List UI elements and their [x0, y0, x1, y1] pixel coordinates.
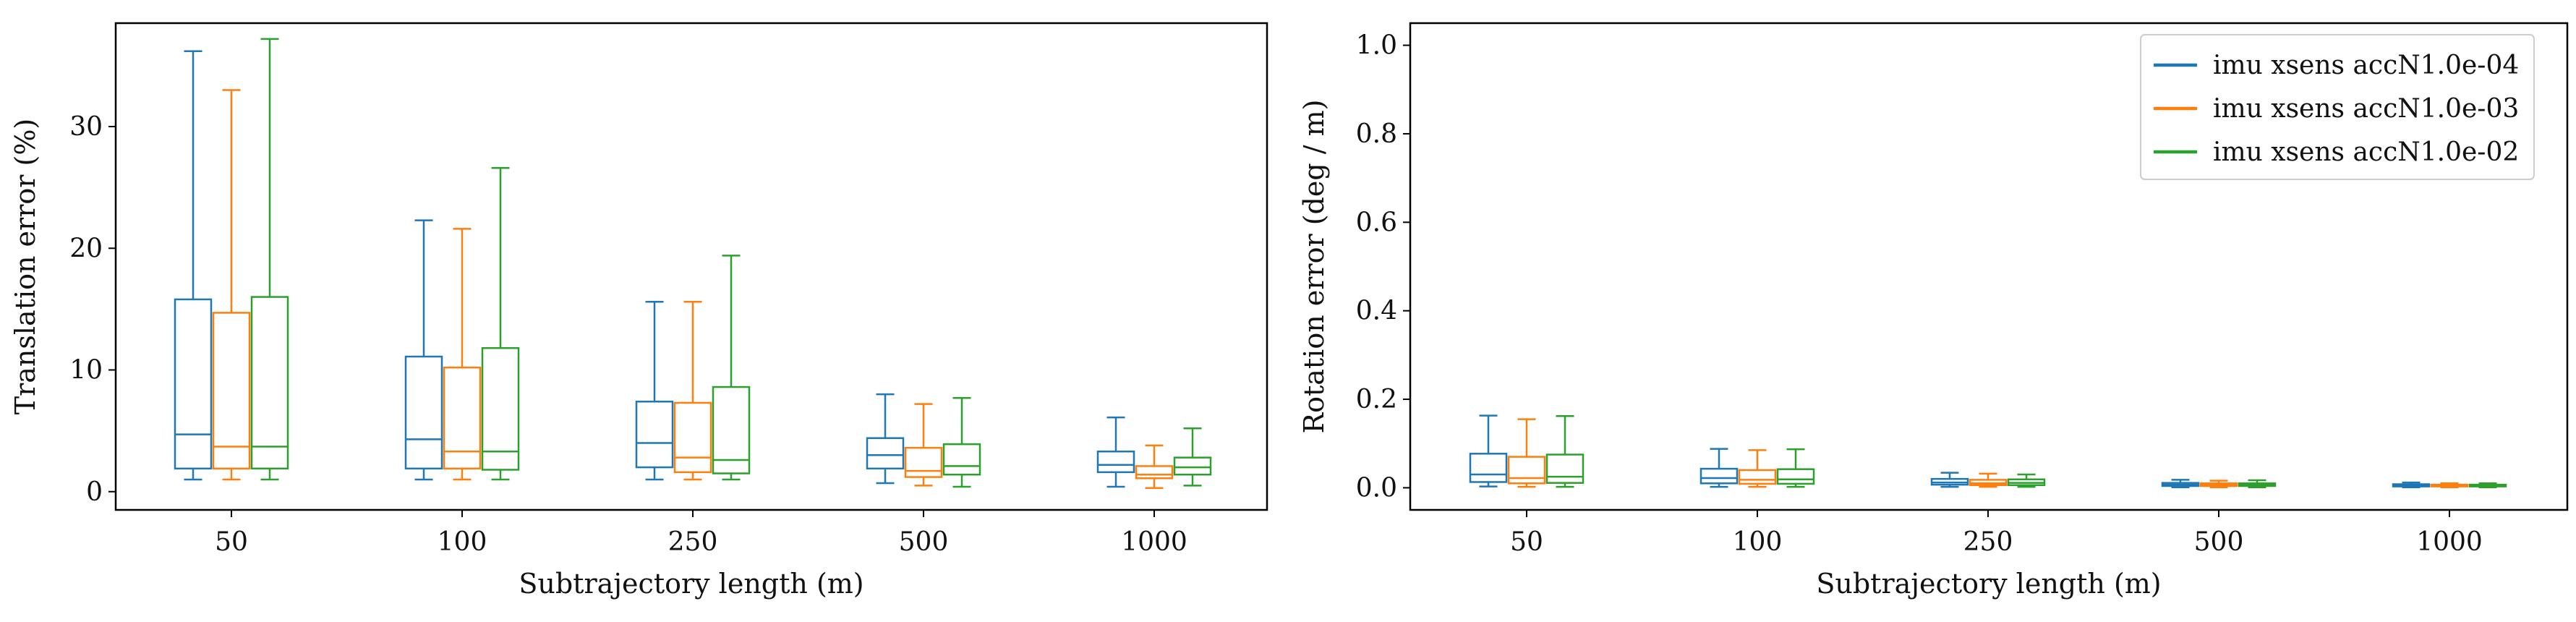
box-2-100: [443, 228, 482, 481]
box-2-250: [1969, 472, 2008, 488]
box-iqr: [404, 355, 443, 470]
box-3-50: [1545, 415, 1585, 488]
box-iqr: [250, 296, 289, 470]
y-tick-label: 0.8: [1356, 119, 1397, 149]
box-3-100: [481, 166, 520, 481]
box-2-250: [673, 301, 712, 481]
x-tick-label: 50: [1510, 527, 1543, 557]
box-iqr: [673, 401, 712, 474]
box-3-500: [942, 396, 981, 488]
x-tick-label: 500: [899, 527, 949, 557]
y-tick-label: 20: [69, 234, 103, 263]
box-1-250: [1930, 472, 1969, 488]
box-iqr: [1096, 450, 1135, 474]
box-iqr: [1135, 465, 1174, 480]
x-axis-label: Subtrajectory length (m): [1816, 568, 2161, 600]
x-tick-label: 100: [438, 527, 487, 557]
y-axis-label: Translation error (%): [9, 119, 41, 415]
box-3-500: [2238, 479, 2277, 489]
box-iqr: [1738, 469, 1777, 485]
box-1-50: [1469, 414, 1508, 487]
y-tick-label: 0.2: [1356, 385, 1397, 414]
y-axis-label: Rotation error (deg / m): [1298, 100, 1330, 434]
box-1-100: [404, 219, 443, 481]
box-3-1000: [1173, 427, 1212, 487]
box-3-50: [250, 38, 289, 481]
box-iqr: [866, 437, 905, 470]
x-tick-label: 1000: [2416, 527, 2483, 557]
legend-entry-3: imu xsens accN1.0e-02: [2213, 137, 2519, 167]
box-2-500: [904, 403, 943, 487]
chart-2: 0.0 0.2 0.4 0.6 0.8 1.0 50 100 250 500 1000 Subtraj…: [1298, 22, 2569, 600]
box-3-100: [1776, 448, 1815, 488]
box-3-250: [2007, 473, 2046, 488]
box-3-1000: [2468, 482, 2507, 489]
box-iqr: [712, 385, 751, 474]
box-iqr: [635, 401, 674, 469]
x-axis-label: Subtrajectory length (m): [519, 568, 863, 600]
box-iqr: [904, 446, 943, 478]
y-tick-label: 0.6: [1356, 208, 1397, 237]
y-tick-label: 10: [69, 356, 103, 385]
box-2-100: [1738, 449, 1777, 488]
legend-entry-1: imu xsens accN1.0e-04: [2213, 51, 2519, 80]
x-tick-label: 50: [215, 527, 248, 557]
box-iqr: [212, 312, 251, 470]
box-iqr: [443, 366, 482, 470]
box-iqr: [1699, 467, 1739, 485]
legend: imu xsens accN1.0e-04 imu xsens accN1.0e-…: [2140, 34, 2535, 180]
y-tick-label: 0.4: [1356, 297, 1397, 326]
box-iqr: [1173, 456, 1212, 476]
x-tick-label: 500: [2194, 527, 2244, 557]
x-tick-label: 100: [1733, 527, 1783, 557]
y-tick-label: 30: [69, 112, 103, 142]
box-1-100: [1699, 448, 1739, 488]
box-iqr: [481, 346, 520, 471]
chart-1: 0 10 20 30 50 100 250 500 1000 Subtrajectory leng…: [9, 22, 1268, 600]
x-tick-label: 250: [668, 527, 718, 557]
y-tick-label: 1.0: [1356, 31, 1397, 61]
box-iqr: [1776, 468, 1815, 485]
box-1-500: [2161, 479, 2200, 489]
box-1-1000: [2392, 481, 2431, 489]
box-2-1000: [2430, 482, 2469, 489]
box-iqr: [1507, 456, 1546, 485]
y-tick-label: 0.0: [1356, 473, 1397, 503]
box-2-50: [1507, 418, 1546, 488]
y-tick-label: 0: [86, 477, 103, 507]
legend-frame: [2140, 34, 2535, 180]
box-2-500: [2199, 480, 2238, 489]
box-iqr: [942, 443, 981, 476]
box-1-50: [174, 50, 213, 481]
box-3-250: [712, 255, 751, 481]
x-tick-label: 250: [1963, 527, 2013, 557]
box-2-50: [212, 89, 251, 481]
x-tick-label: 1000: [1121, 527, 1187, 557]
plot-frame: [114, 22, 1268, 511]
box-1-250: [635, 301, 674, 481]
box-1-500: [866, 393, 905, 485]
legend-entry-2: imu xsens accN1.0e-03: [2213, 94, 2519, 124]
box-iqr: [1469, 453, 1508, 483]
box-iqr: [1545, 453, 1585, 484]
box-1-1000: [1096, 416, 1135, 488]
box-2-1000: [1135, 444, 1174, 489]
box-iqr: [174, 298, 213, 470]
